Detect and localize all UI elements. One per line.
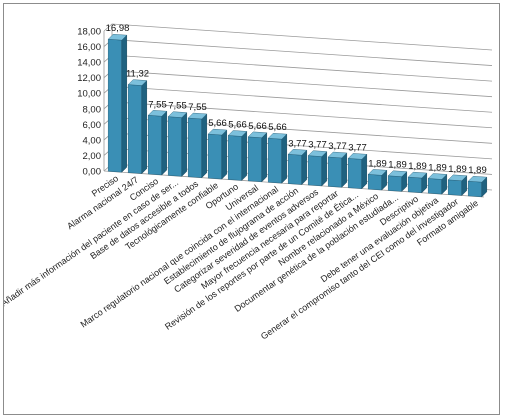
data-label: 1,89 xyxy=(448,164,467,175)
bar xyxy=(308,155,322,187)
x-tick-label: Añadir más información del paciente en c… xyxy=(4,177,180,308)
data-label: 7,55 xyxy=(148,99,167,110)
bar xyxy=(388,175,402,192)
bar-top xyxy=(287,149,308,156)
data-label: 3,77 xyxy=(348,142,367,153)
bar-top xyxy=(327,151,348,159)
data-label: 3,77 xyxy=(288,138,307,149)
bar-side xyxy=(321,151,327,187)
bar-top xyxy=(267,133,288,140)
bar-side xyxy=(181,112,188,177)
data-label: 7,55 xyxy=(168,101,187,112)
bar-top xyxy=(127,79,148,86)
bar-top xyxy=(207,128,228,136)
bar-top xyxy=(427,173,448,180)
bar-top xyxy=(227,130,248,137)
bar xyxy=(448,179,462,196)
data-label: 1,89 xyxy=(408,161,427,172)
bar-top xyxy=(387,170,408,177)
bar xyxy=(207,133,223,180)
bar xyxy=(187,117,203,178)
data-label: 1,89 xyxy=(428,162,447,173)
data-label: 5,66 xyxy=(228,119,247,130)
bar xyxy=(268,137,282,184)
gridline xyxy=(103,39,493,66)
bar xyxy=(227,135,243,181)
y-tick-label: 14,00 xyxy=(77,58,101,69)
data-label: 5,66 xyxy=(248,121,267,132)
bar xyxy=(428,178,442,195)
bar xyxy=(328,156,342,188)
bar-side xyxy=(361,153,367,190)
bar-side xyxy=(161,110,168,176)
bar xyxy=(468,181,482,198)
y-tick-label: 12,00 xyxy=(77,73,101,84)
y-tick-label: 8,00 xyxy=(83,104,102,115)
bar-top xyxy=(407,171,428,179)
data-label: 5,66 xyxy=(268,122,287,133)
data-label: 16,98 xyxy=(106,23,130,34)
bar-top xyxy=(147,110,168,117)
data-label: 1,89 xyxy=(368,158,387,169)
bar-side xyxy=(141,80,148,175)
bar xyxy=(247,136,262,183)
bar-side xyxy=(261,132,267,183)
data-label: 7,55 xyxy=(188,102,207,113)
bar-top xyxy=(167,111,188,118)
bar-side xyxy=(241,130,248,181)
data-label: 3,77 xyxy=(328,141,347,152)
data-label: 1,89 xyxy=(388,160,407,171)
gridline xyxy=(103,70,493,98)
bar xyxy=(127,84,143,174)
chart-frame: 0,00 2,00 4,00 6,00 8,00 10,00 12,00 14,00 16,00… xyxy=(3,3,500,415)
data-label: 11,32 xyxy=(126,69,149,80)
y-tick-label: 2,00 xyxy=(83,151,102,162)
y-tick-label: 6,00 xyxy=(83,120,102,131)
bar-side xyxy=(281,133,287,184)
bars-layer xyxy=(107,34,488,198)
data-label: 1,89 xyxy=(468,165,487,176)
bar xyxy=(368,174,382,191)
bar-top xyxy=(347,153,368,160)
bar-side xyxy=(341,152,347,188)
gridline xyxy=(103,54,493,82)
gridline xyxy=(103,23,493,51)
bar xyxy=(408,176,422,193)
bar-side xyxy=(121,34,128,173)
bar-side xyxy=(201,113,208,179)
bar-top xyxy=(467,176,488,183)
bar-top xyxy=(307,150,328,157)
bar-side xyxy=(221,129,228,180)
bar xyxy=(348,158,362,189)
bar-top xyxy=(187,112,208,120)
y-tick-label: 10,00 xyxy=(77,89,101,100)
bar-top xyxy=(247,131,268,138)
y-tick-label: 18,00 xyxy=(77,27,101,38)
bar xyxy=(107,39,123,173)
bar-side xyxy=(301,149,307,186)
y-tick-label: 16,00 xyxy=(77,42,101,53)
bar-chart: 0,00 2,00 4,00 6,00 8,00 10,00 12,00 14,00 16,00… xyxy=(4,23,493,342)
bar xyxy=(288,154,302,185)
bar xyxy=(167,116,183,177)
bar-top xyxy=(367,169,388,176)
data-label: 5,66 xyxy=(208,118,227,129)
bar-top xyxy=(447,174,468,181)
y-tick-label: 4,00 xyxy=(83,135,102,146)
y-tick-label: 0,00 xyxy=(83,167,102,178)
data-label: 3,77 xyxy=(308,140,327,151)
bar-top xyxy=(107,34,128,41)
bar xyxy=(147,115,163,176)
